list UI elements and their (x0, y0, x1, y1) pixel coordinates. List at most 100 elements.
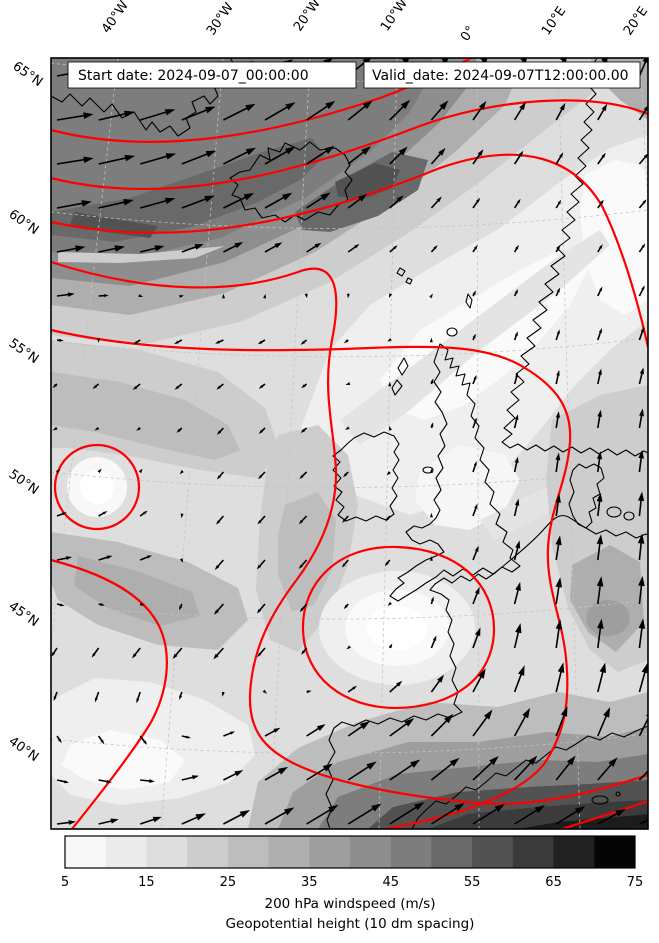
wind-arrow-head (285, 146, 296, 155)
wind-arrow-head (176, 428, 181, 433)
wind-arrow-head (324, 145, 335, 154)
wind-arrow-shaft (638, 371, 644, 385)
wind-arrow-head (514, 456, 519, 463)
wind-arrow-head (258, 429, 264, 434)
wind-arrow-head (597, 618, 604, 629)
wind-arrow-shaft (223, 731, 233, 737)
wind-arrow-head (282, 192, 293, 201)
wind-arrow-head (641, 285, 645, 291)
wind-arrow-head (393, 245, 398, 250)
wind-arrow-shaft (555, 669, 563, 693)
wind-arrow-shaft (259, 515, 266, 523)
wind-arrow-head (100, 603, 105, 606)
wind-arrow-head (316, 724, 326, 731)
wind-arrow-shaft (555, 760, 572, 781)
wind-arrow-shaft (513, 375, 518, 385)
wind-arrow-shaft (638, 456, 643, 473)
wind-arrow-head (136, 426, 141, 431)
wind-arrow-head (637, 533, 645, 544)
wind-arrow-shaft (638, 288, 644, 297)
wind-arrow-shaft (347, 764, 371, 781)
wind-arrow-head (637, 491, 645, 502)
wind-arrow-head (341, 563, 346, 568)
wind-arrow-head (214, 565, 220, 570)
colorbar-segment (187, 836, 229, 868)
wind-arrow-shaft (430, 679, 442, 693)
wind-arrow-head (398, 146, 408, 156)
map-frame (50, 57, 649, 830)
wind-arrow-head (97, 468, 102, 474)
wind-arrow-shaft (140, 246, 158, 253)
wind-arrow-head (215, 340, 220, 344)
wind-arrow-head (314, 242, 322, 249)
wind-arrow-head (429, 337, 433, 343)
wind-arrow-shaft (555, 626, 561, 649)
wind-arrow-shaft (513, 714, 528, 737)
wind-arrow-head (136, 698, 140, 704)
wind-arrow-shaft (638, 59, 647, 77)
wind-arrow-head (473, 374, 477, 380)
wind-arrow-head (387, 601, 392, 607)
colorbar-tick-labels: 5 15 25 35 45 55 65 75 (61, 875, 643, 890)
wind-arrow-shaft (217, 515, 225, 523)
wind-arrow-shaft (264, 149, 290, 165)
wind-arrow-head (555, 411, 560, 418)
wind-arrow-shaft (597, 811, 620, 825)
wind-arrow-head (556, 329, 560, 335)
wind-arrow-head (59, 338, 64, 342)
wind-arrow-head (304, 293, 308, 299)
wind-arrow-head (429, 468, 433, 474)
wind-arrow-shaft (472, 760, 494, 781)
wind-arrow-head (473, 417, 477, 423)
wind-arrow-head (221, 692, 225, 697)
wind-arrow-head (641, 662, 648, 674)
wind-arrow-shaft (389, 763, 415, 781)
wind-arrow-head (298, 564, 303, 569)
caption-windspeed: 200 hPa windspeed (m/s) (265, 896, 436, 912)
wind-arrow-shaft (430, 806, 459, 825)
wind-arrow-head (138, 468, 143, 474)
wind-arrow-head (300, 340, 305, 345)
windspeed-fill-layer (51, 58, 648, 829)
wind-arrow-head (83, 156, 94, 163)
wind-arrow-shaft (264, 195, 287, 209)
wind-arrow-shaft (472, 715, 489, 737)
wind-arrow-shaft (513, 418, 518, 429)
colorbar-segment (431, 836, 473, 868)
wind-arrow-shaft (258, 647, 266, 656)
wind-arrow-head (179, 295, 184, 298)
wind-arrow-head (299, 607, 304, 613)
wind-arrow-head (53, 696, 57, 702)
wind-arrow-shaft (472, 591, 479, 605)
wind-arrow-head (483, 709, 493, 720)
wind-arrow-head (283, 807, 295, 816)
wind-arrow-shaft (139, 818, 156, 825)
wind-arrow-head (205, 106, 216, 114)
wind-arrow-head (239, 810, 251, 818)
wind-arrow-head (230, 731, 236, 735)
wind-arrow-shaft (264, 729, 277, 737)
wind-arrow-shaft (98, 200, 127, 209)
wind-arrow-shaft (139, 555, 149, 561)
wind-arrow-head (52, 383, 57, 388)
wind-arrow-shaft (306, 807, 333, 825)
wind-arrow-head (285, 102, 296, 111)
wind-arrow-head (298, 519, 303, 525)
wind-arrow-head (346, 293, 350, 299)
wind-arrow-head (474, 503, 478, 509)
wind-arrow-head (205, 150, 217, 158)
wind-arrow-head (429, 556, 433, 561)
wind-arrow-head (258, 475, 263, 480)
wind-arrow-head (433, 245, 438, 250)
wind-arrow-shaft (98, 556, 109, 561)
wind-arrow-head (476, 197, 481, 203)
wind-arrow-head (515, 244, 519, 250)
wind-arrow-shaft (472, 200, 479, 209)
wind-arrow-head (204, 195, 215, 203)
wind-arrow-shaft (306, 766, 328, 781)
wind-arrow-head (133, 340, 138, 345)
wind-arrow-shaft (216, 603, 225, 613)
wind-arrow-head (106, 555, 113, 560)
wind-arrow-shaft (181, 815, 200, 825)
